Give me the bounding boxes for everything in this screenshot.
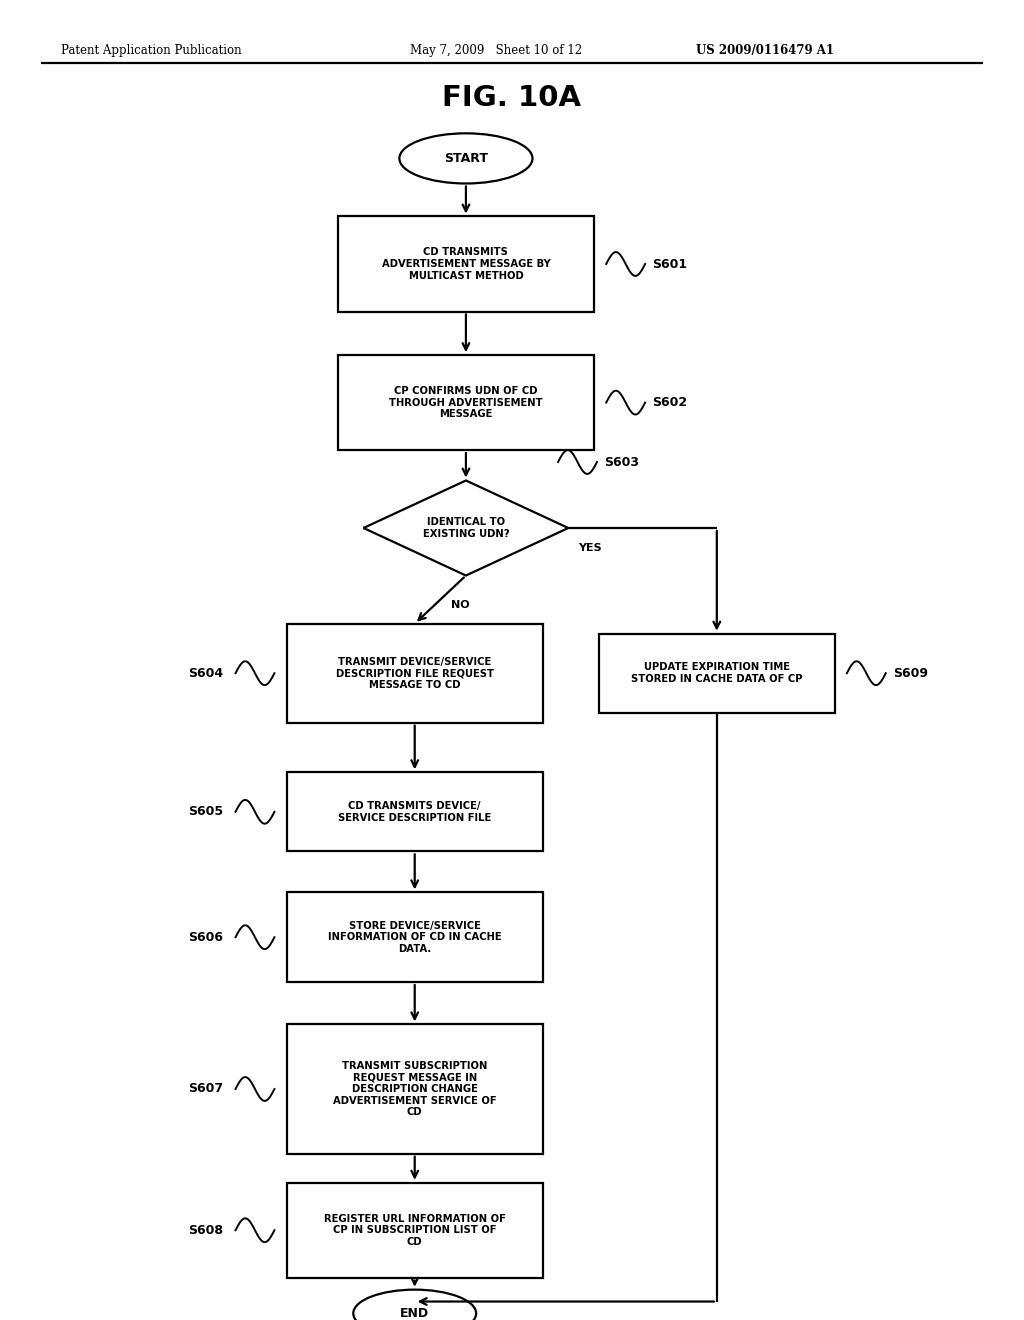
Text: May 7, 2009   Sheet 10 of 12: May 7, 2009 Sheet 10 of 12 <box>410 44 582 57</box>
Text: END: END <box>400 1307 429 1320</box>
Text: S601: S601 <box>652 257 687 271</box>
Bar <box>338 355 594 450</box>
Bar <box>338 216 594 312</box>
Text: REGISTER URL INFORMATION OF
CP IN SUBSCRIPTION LIST OF
CD: REGISTER URL INFORMATION OF CP IN SUBSCR… <box>324 1213 506 1247</box>
Text: YES: YES <box>579 543 602 553</box>
Text: S609: S609 <box>893 667 928 680</box>
Bar <box>287 1024 543 1154</box>
Ellipse shape <box>353 1290 476 1320</box>
Text: TRANSMIT SUBSCRIPTION
REQUEST MESSAGE IN
DESCRIPTION CHANGE
ADVERTISEMENT SERVIC: TRANSMIT SUBSCRIPTION REQUEST MESSAGE IN… <box>333 1061 497 1117</box>
Bar <box>287 1183 543 1278</box>
Text: S602: S602 <box>652 396 687 409</box>
Text: S603: S603 <box>604 455 639 469</box>
Text: US 2009/0116479 A1: US 2009/0116479 A1 <box>696 44 835 57</box>
Bar <box>287 772 543 851</box>
Text: START: START <box>444 152 487 165</box>
Text: S607: S607 <box>188 1082 223 1096</box>
Bar <box>287 624 543 722</box>
Text: CD TRANSMITS
ADVERTISEMENT MESSAGE BY
MULTICAST METHOD: CD TRANSMITS ADVERTISEMENT MESSAGE BY MU… <box>382 247 550 281</box>
Text: S606: S606 <box>188 931 223 944</box>
Polygon shape <box>364 480 568 576</box>
Ellipse shape <box>399 133 532 183</box>
Text: UPDATE EXPIRATION TIME
STORED IN CACHE DATA OF CP: UPDATE EXPIRATION TIME STORED IN CACHE D… <box>631 663 803 684</box>
Text: S604: S604 <box>188 667 223 680</box>
Bar <box>287 892 543 982</box>
Text: CD TRANSMITS DEVICE/
SERVICE DESCRIPTION FILE: CD TRANSMITS DEVICE/ SERVICE DESCRIPTION… <box>338 801 492 822</box>
Text: NO: NO <box>452 599 470 610</box>
Text: IDENTICAL TO
EXISTING UDN?: IDENTICAL TO EXISTING UDN? <box>423 517 509 539</box>
Bar <box>599 634 835 713</box>
Text: STORE DEVICE/SERVICE
INFORMATION OF CD IN CACHE
DATA.: STORE DEVICE/SERVICE INFORMATION OF CD I… <box>328 920 502 954</box>
Text: S608: S608 <box>188 1224 223 1237</box>
Text: CP CONFIRMS UDN OF CD
THROUGH ADVERTISEMENT
MESSAGE: CP CONFIRMS UDN OF CD THROUGH ADVERTISEM… <box>389 385 543 420</box>
Text: TRANSMIT DEVICE/SERVICE
DESCRIPTION FILE REQUEST
MESSAGE TO CD: TRANSMIT DEVICE/SERVICE DESCRIPTION FILE… <box>336 656 494 690</box>
Text: Patent Application Publication: Patent Application Publication <box>61 44 242 57</box>
Text: FIG. 10A: FIG. 10A <box>442 83 582 112</box>
Text: S605: S605 <box>188 805 223 818</box>
